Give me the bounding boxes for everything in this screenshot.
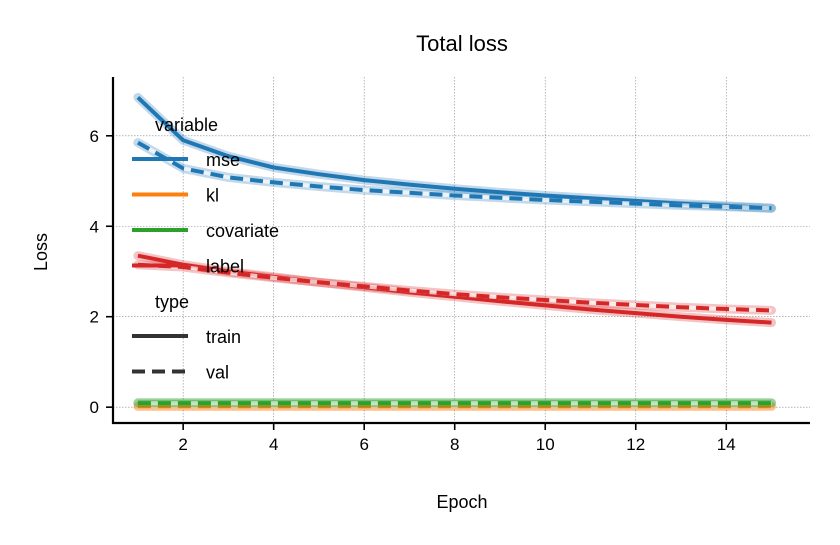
series-layer <box>133 92 776 411</box>
legend-entry-mse: mse <box>132 150 240 170</box>
chart-title: Total loss <box>416 31 508 56</box>
x-tick-label: 10 <box>536 435 555 454</box>
legend-entry-covariate: covariate <box>132 221 279 241</box>
legend-label: kl <box>206 186 219 206</box>
x-tick-label: 2 <box>178 435 187 454</box>
series-label-val <box>133 260 776 315</box>
ticks: 2 4 6 8 10 12 14 0 2 4 6 <box>90 127 736 454</box>
y-tick-label: 6 <box>90 127 99 146</box>
y-tick-label: 2 <box>90 308 99 327</box>
legend: variable mse kl covariate label type train val <box>132 115 279 383</box>
series-line <box>137 262 772 313</box>
legend-label: covariate <box>206 221 279 241</box>
legend-label: val <box>206 363 229 383</box>
legend-title: type <box>155 292 189 312</box>
legend-entry-kl: kl <box>132 186 219 206</box>
legend-label: train <box>206 327 241 347</box>
legend-label: label <box>206 257 244 277</box>
x-tick-label: 6 <box>359 435 368 454</box>
x-tick-label: 4 <box>269 435 278 454</box>
series-line <box>136 140 772 211</box>
legend-label: mse <box>206 150 240 170</box>
series-line <box>136 95 772 211</box>
legend-entry-val: val <box>132 363 229 383</box>
legend-title: variable <box>155 115 218 135</box>
x-tick-label: 12 <box>626 435 645 454</box>
y-tick-label: 0 <box>90 398 99 417</box>
legend-entry-label: label <box>132 257 244 277</box>
legend-entry-train: train <box>132 327 241 347</box>
y-axis-label: Loss <box>31 233 51 271</box>
x-tick-label: 8 <box>450 435 459 454</box>
y-tick-label: 4 <box>90 217 99 236</box>
series-mse-val <box>133 138 776 213</box>
x-tick-label: 14 <box>717 435 736 454</box>
series-mse-train <box>133 92 776 213</box>
axes <box>111 77 810 425</box>
x-axis-label: Epoch <box>436 492 487 512</box>
